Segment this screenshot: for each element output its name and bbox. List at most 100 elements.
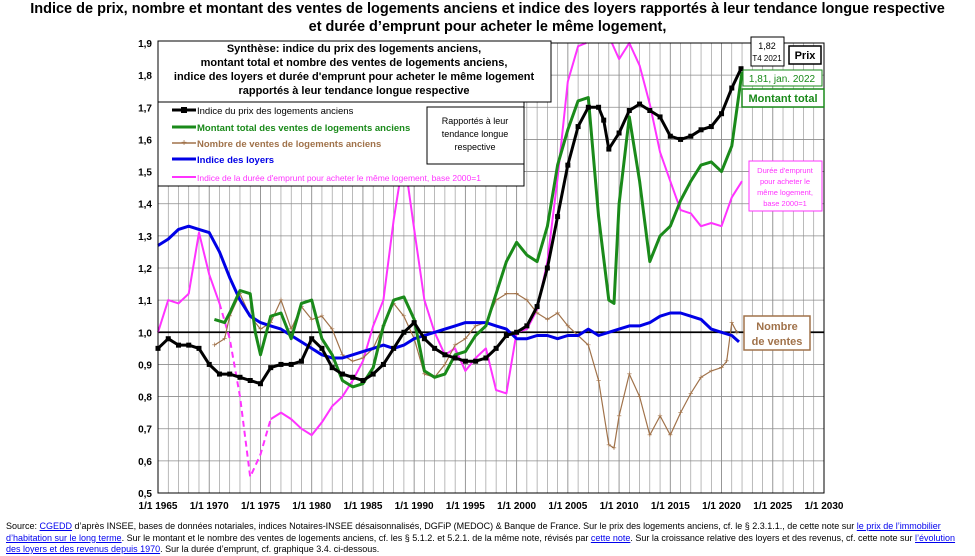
- y-tick-label: 0,5: [138, 489, 152, 500]
- x-tick-label: 1/1 2030: [805, 501, 844, 512]
- point-nombre: +: [555, 308, 560, 318]
- x-tick-label: 1/1 2005: [548, 501, 587, 512]
- footer-link[interactable]: cette note: [590, 532, 631, 543]
- y-tick-label: 1,1: [138, 296, 152, 307]
- source-footnote: Source: CGEDD d’après INSEE, bases de do…: [6, 521, 968, 556]
- duree-annotation: Durée d'emprunt pour acheter le même log…: [748, 160, 823, 212]
- point-prix: [503, 333, 509, 338]
- point-prix: [350, 374, 356, 380]
- point-nombre: +: [442, 359, 447, 369]
- point-prix: [544, 265, 550, 271]
- point-prix: [452, 355, 458, 361]
- point-prix: [370, 371, 376, 377]
- point-nombre: +: [350, 356, 355, 366]
- x-tick-label: 1/1 1970: [190, 501, 229, 512]
- line-duree: [157, 231, 221, 333]
- legend-item-nombre: + Nombre de ventes de logements anciens: [172, 138, 381, 150]
- point-prix: [596, 104, 602, 110]
- point-nombre: +: [611, 443, 616, 453]
- nombre-annotation: Nombre de ventes: [743, 315, 811, 351]
- line-duree: [610, 42, 743, 228]
- point-nombre: +: [493, 295, 498, 305]
- point-prix: [401, 329, 407, 335]
- point-nombre: +: [278, 295, 283, 305]
- point-prix: [278, 361, 284, 367]
- synthese-box: Synthèse: indice du prix des logements a…: [157, 40, 552, 103]
- x-tick-label: 1/1 2010: [600, 501, 639, 512]
- point-nombre: +: [222, 334, 227, 344]
- point-prix: [360, 378, 366, 383]
- footer-link[interactable]: CGEDD: [39, 521, 73, 531]
- montant-annotation: 1,81, jan. 2022 Montant total: [741, 69, 825, 108]
- point-nombre: +: [586, 340, 591, 350]
- point-nombre: +: [453, 340, 458, 350]
- nombre-label-line2: de ventes: [752, 336, 803, 348]
- y-tick-label: 1,0: [138, 328, 152, 339]
- line-duree: [218, 303, 272, 478]
- rapportes-line: Rapportés à leur: [442, 116, 509, 126]
- legend-item-montant: Montant total des ventes de logements an…: [172, 123, 410, 134]
- point-prix: [565, 162, 571, 168]
- point-prix: [647, 108, 653, 113]
- point-nombre: +: [709, 366, 714, 376]
- point-nombre: +: [668, 430, 673, 440]
- point-prix: [534, 304, 540, 310]
- y-tick-label: 1,8: [138, 71, 152, 82]
- rapportes-box: Rapportés à leur tendance longue respect…: [426, 106, 525, 165]
- series-layer: +++++++++++ ++++ +++++++ +++++ +++ ++++++++++…: [155, 42, 744, 478]
- point-prix: [657, 114, 663, 120]
- x-tick-label: 1/1 2020: [702, 501, 741, 512]
- point-prix: [555, 214, 561, 220]
- point-prix: [442, 352, 448, 358]
- point-nombre: +: [729, 318, 734, 328]
- montant-annotation-value: 1,81, jan. 2022: [749, 74, 816, 85]
- prix-label: Prix: [795, 50, 817, 62]
- synthese-line: montant total et nombre des ventes de lo…: [201, 57, 508, 69]
- y-tick-label: 1,6: [138, 135, 152, 146]
- montant-label: Montant total: [748, 93, 817, 105]
- y-tick-label: 0,9: [138, 360, 152, 371]
- point-prix: [738, 66, 744, 72]
- point-prix: [227, 371, 233, 377]
- point-prix: [175, 342, 181, 348]
- nombre-label-line1: Nombre: [756, 321, 798, 333]
- legend-label-loyers: Indice des loyers: [197, 155, 274, 166]
- y-tick-label: 0,6: [138, 457, 152, 468]
- y-tick-label: 1,2: [138, 264, 152, 275]
- footer-link[interactable]: l’évolution des loyers et des revenus de…: [6, 532, 956, 555]
- point-prix: [380, 361, 386, 367]
- point-nombre: +: [534, 308, 539, 318]
- point-prix: [601, 117, 607, 123]
- footer-text: . Sur la durée d’emprunt, cf. graphique …: [160, 544, 380, 554]
- chart-title-line1: Indice de prix, nombre et montant des ve…: [30, 1, 945, 17]
- footer-text: . Sur la croissance relative des loyers …: [630, 532, 916, 543]
- rapportes-line: respective: [454, 142, 495, 152]
- footer-link[interactable]: le prix de l’immobilier d’habitation sur…: [6, 521, 941, 543]
- point-nombre: +: [463, 334, 468, 344]
- point-nombre: +: [289, 324, 294, 334]
- point-prix: [667, 133, 673, 139]
- y-tick-label: 1,4: [138, 200, 152, 211]
- point-prix: [585, 104, 591, 110]
- point-prix: [206, 361, 212, 367]
- synthese-line: rapportés à leur tendance longue respect…: [238, 85, 469, 97]
- chart-title-line2: et durée d’emprunt pour acheter le même …: [308, 19, 667, 35]
- point-prix: [288, 361, 294, 367]
- legend-item-loyers: Indice des loyers: [172, 155, 274, 166]
- point-nombre: +: [596, 376, 601, 386]
- duree-annotation-line: pour acheter le: [760, 177, 810, 186]
- duree-annotation-line: base 2000=1: [763, 199, 807, 208]
- series-loyers: [157, 224, 740, 360]
- x-tick-label: 1/1 1995: [446, 501, 485, 512]
- prix-annotation-value: 1,82: [758, 41, 776, 51]
- point-nombre: +: [724, 356, 729, 366]
- point-prix: [339, 371, 345, 377]
- rapportes-line: tendance longue: [442, 129, 509, 139]
- footer-text: d’après INSEE, bases de données notarial…: [72, 521, 857, 531]
- footer-text: Source:: [6, 521, 40, 531]
- point-nombre: +: [657, 411, 662, 421]
- point-nombre: +: [719, 363, 724, 373]
- point-prix: [421, 336, 427, 342]
- point-prix: [257, 381, 263, 387]
- prix-annotation: 1,82 T4 2021 Prix: [750, 36, 822, 67]
